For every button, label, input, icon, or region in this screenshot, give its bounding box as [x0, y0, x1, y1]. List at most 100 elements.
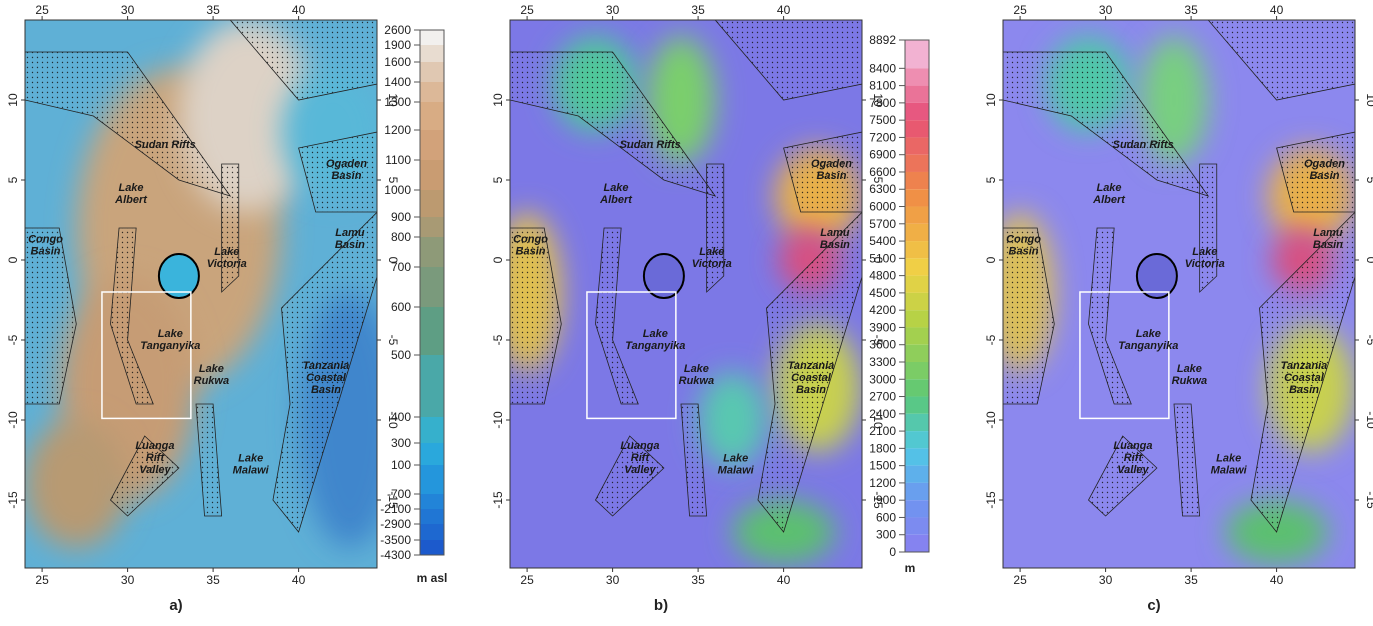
lon-label: 35	[691, 573, 705, 587]
color-step	[905, 103, 929, 120]
region-label: Lake	[1216, 453, 1241, 465]
anomaly	[25, 420, 128, 548]
color-step	[905, 535, 929, 552]
lon-label: 40	[777, 573, 791, 587]
colorbar-label: 2400	[869, 407, 896, 421]
region-label: Lake	[118, 182, 143, 194]
lon-label: 30	[121, 573, 135, 587]
lat-label: -5	[491, 334, 505, 345]
color-step	[905, 483, 929, 500]
region-label: Rift	[1124, 452, 1144, 464]
color-step	[905, 448, 929, 465]
colorbar-label: 1600	[384, 55, 411, 69]
region-label: Rukwa	[1172, 375, 1207, 387]
colorbar-label: 900	[876, 493, 896, 507]
lon-label: 30	[121, 3, 135, 17]
lat-label: 10	[1364, 93, 1373, 107]
color-step	[420, 465, 444, 494]
region-label: Lake	[199, 363, 224, 375]
region-label: Albert	[1092, 194, 1126, 206]
color-step	[905, 258, 929, 275]
region-label: Albert	[599, 194, 633, 206]
colorbar-label: 100	[391, 458, 411, 472]
map: Sudan RiftsOgadenBasinLakeAlbertCongoBas…	[493, 20, 862, 568]
color-step	[420, 237, 444, 267]
lat-label: -15	[6, 491, 20, 509]
color-step	[905, 362, 929, 379]
color-step	[905, 293, 929, 310]
colorbar-label: 1500	[869, 459, 896, 473]
region-label: Ogaden	[1304, 158, 1345, 170]
map: Sudan RiftsOgadenBasinLakeAlbertCongoBas…	[25, 20, 401, 568]
region-label: Congo	[513, 233, 548, 245]
color-step	[420, 130, 444, 160]
color-step	[905, 431, 929, 448]
region-label: Coastal	[791, 372, 832, 384]
region-label: Basin	[796, 384, 826, 396]
colorbar-label: 5400	[869, 234, 896, 248]
colorbar-label: 4200	[869, 303, 896, 317]
lon-label: 30	[606, 573, 620, 587]
region-label: Basin	[820, 239, 850, 251]
color-step	[420, 217, 444, 237]
region-label: Victoria	[1185, 258, 1225, 270]
colorbar-label: 900	[391, 210, 411, 224]
map: Sudan RiftsOgadenBasinLakeAlbertCongoBas…	[986, 20, 1355, 568]
color-step	[905, 172, 929, 189]
lat-label: 0	[491, 256, 505, 263]
region-label: Valley	[1117, 464, 1149, 476]
colorbar-label: 1300	[384, 95, 411, 109]
region-label: Coastal	[306, 372, 347, 384]
lat-label: 10	[6, 93, 20, 107]
region-label: Basin	[1309, 170, 1339, 182]
region-label: Sudan Rifts	[1113, 139, 1174, 151]
colorbar-label: -4300	[380, 548, 411, 562]
color-step	[905, 397, 929, 414]
region-label: Ogaden	[811, 158, 852, 170]
region-label: Albert	[114, 194, 148, 206]
color-step	[420, 524, 444, 540]
lat-label: -5	[984, 334, 998, 345]
region-label: Rift	[146, 452, 166, 464]
colorbar-label: 300	[391, 436, 411, 450]
region-label: Tanzania	[303, 360, 350, 372]
colorbar-label: 4800	[869, 269, 896, 283]
region-label: Lake	[723, 453, 748, 465]
lon-label: 30	[1099, 3, 1113, 17]
colorbar-label: 3300	[869, 355, 896, 369]
lat-label: -10	[1364, 411, 1373, 429]
region-label: Malawi	[1211, 465, 1248, 477]
color-step	[905, 500, 929, 517]
region-label: Lamu	[1313, 227, 1343, 239]
color-step	[905, 414, 929, 431]
region-label: Luanga	[1113, 440, 1152, 452]
colorbar-label: 600	[876, 510, 896, 524]
region-label: Malawi	[718, 465, 755, 477]
colorbar-label: 6300	[869, 182, 896, 196]
colorbar-label: 5700	[869, 217, 896, 231]
lon-label: 35	[1184, 573, 1198, 587]
colorbar-label: 7500	[869, 113, 896, 127]
lat-label: 10	[491, 93, 505, 107]
lat-label: 0	[6, 256, 20, 263]
region-label: Lake	[699, 246, 724, 258]
color-step	[905, 466, 929, 483]
panel-label: c)	[1147, 597, 1160, 614]
color-step	[905, 517, 929, 534]
color-step	[420, 509, 444, 524]
basin	[222, 164, 239, 292]
figure: Sudan RiftsOgadenBasinLakeAlbertCongoBas…	[0, 0, 1373, 621]
color-step	[420, 443, 444, 465]
region-label: Lake	[1136, 328, 1161, 340]
lon-label: 25	[520, 573, 534, 587]
lon-label: 40	[292, 573, 306, 587]
colorbar-label: 1400	[384, 75, 411, 89]
colorbar-label: 5100	[869, 251, 896, 265]
lat-label: -10	[984, 411, 998, 429]
lat-label: 0	[984, 256, 998, 263]
colorbar-label: 3000	[869, 372, 896, 386]
color-step	[905, 137, 929, 154]
basin	[1200, 164, 1217, 292]
colorbar-label: -700	[387, 487, 411, 501]
lon-label: 30	[606, 3, 620, 17]
